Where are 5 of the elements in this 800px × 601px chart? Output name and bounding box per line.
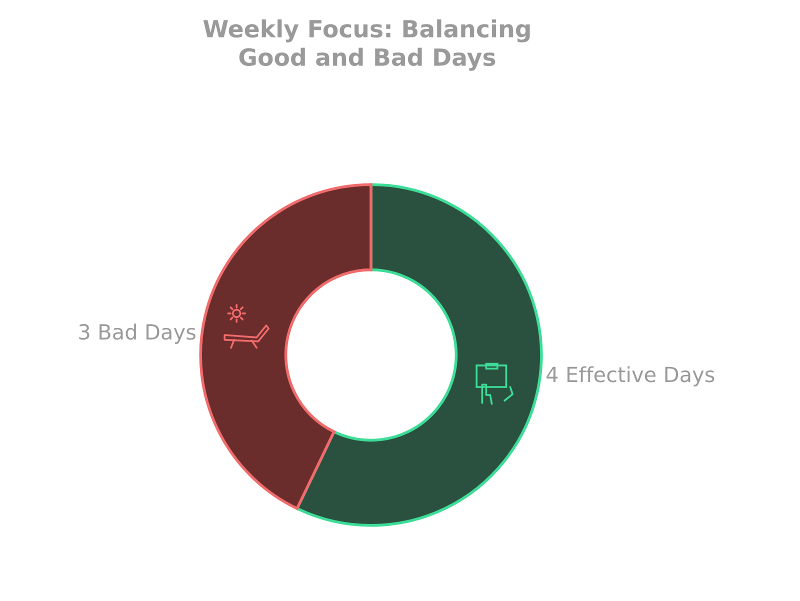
chart-title: Weekly Focus: Balancing Good and Bad Days xyxy=(203,19,530,71)
legend-label: 4 Effective Days xyxy=(546,366,714,386)
donut-slice xyxy=(296,183,543,527)
slice-label: 3 Bad Days xyxy=(79,324,196,344)
donut-slice xyxy=(199,183,372,510)
